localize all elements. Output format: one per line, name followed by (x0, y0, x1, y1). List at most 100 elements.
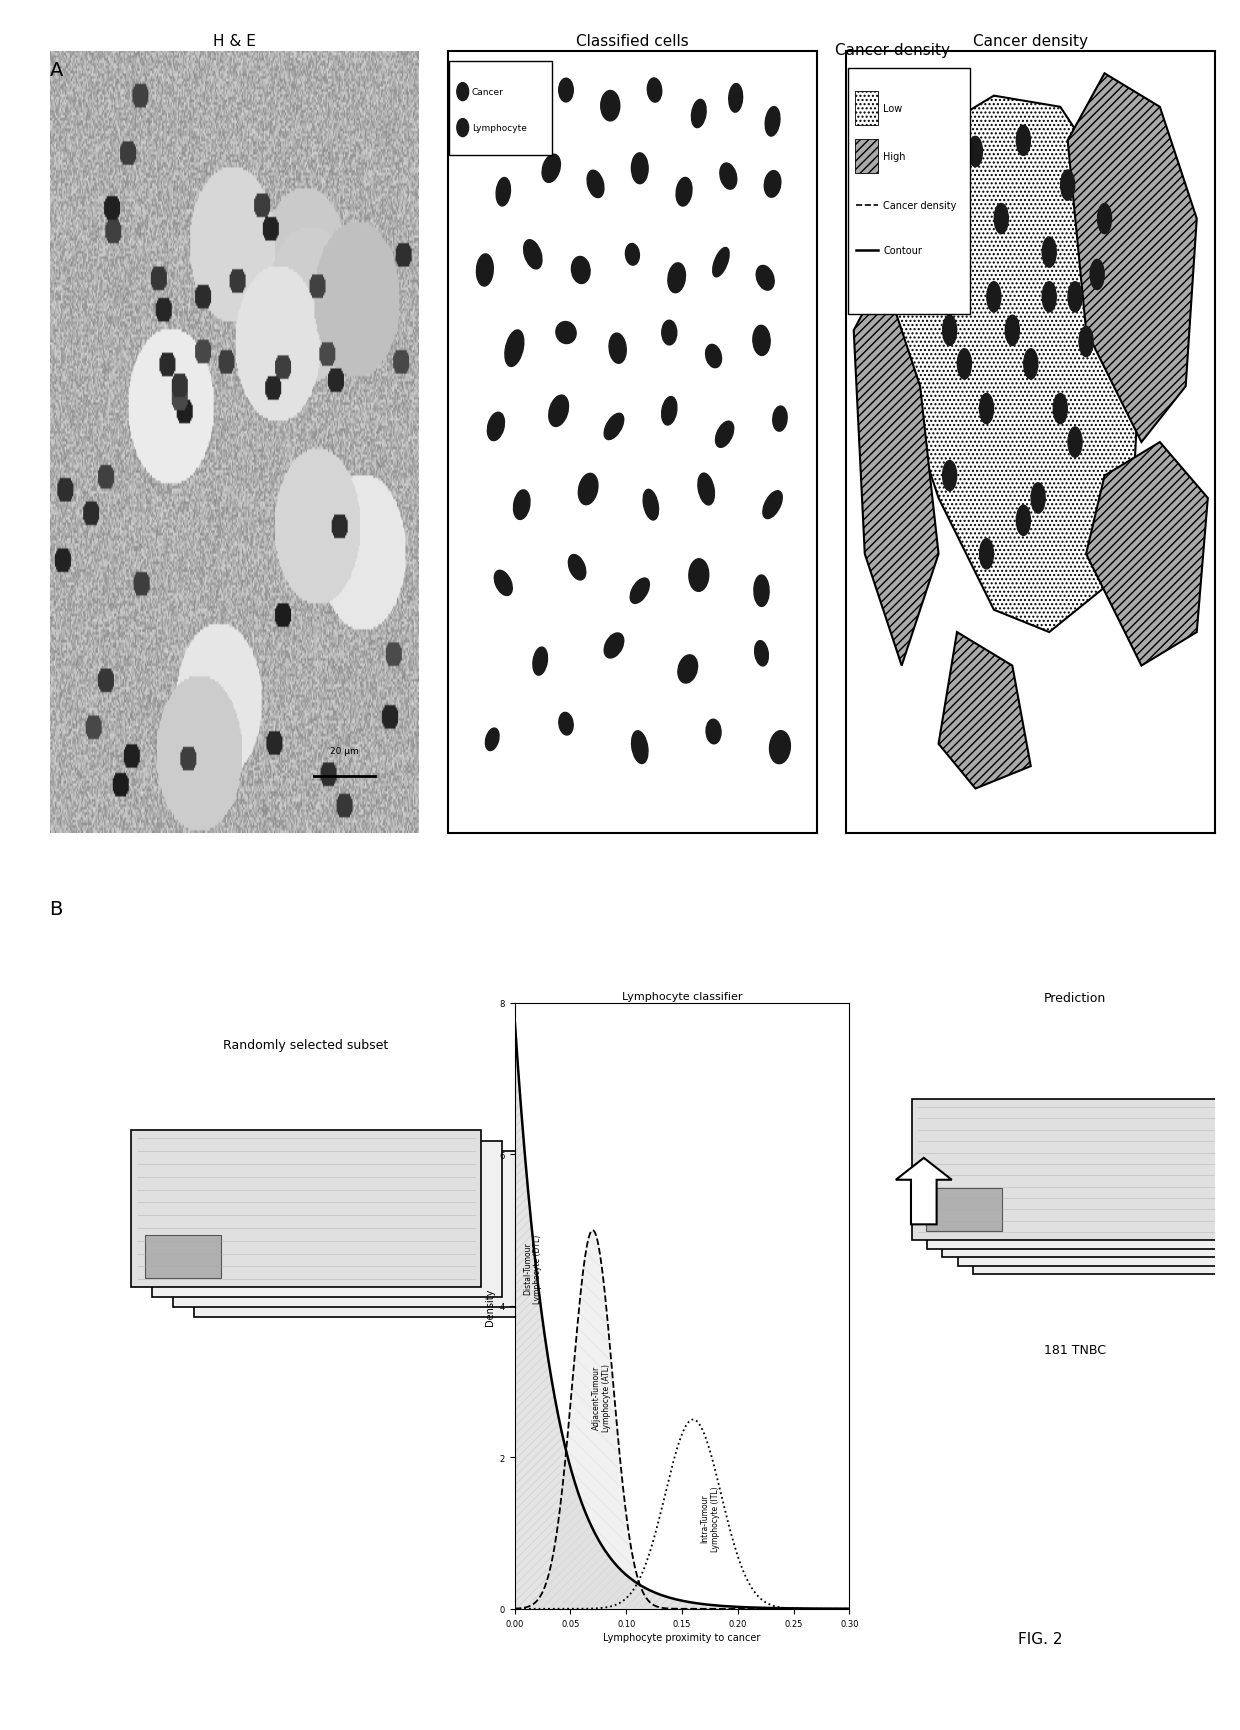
Ellipse shape (556, 322, 577, 344)
X-axis label: Lymphocyte proximity to cancer: Lymphocyte proximity to cancer (604, 1631, 760, 1642)
Title: Lymphocyte classifier: Lymphocyte classifier (621, 991, 743, 1002)
Ellipse shape (630, 580, 650, 604)
FancyBboxPatch shape (926, 1189, 1002, 1232)
Ellipse shape (968, 137, 982, 168)
Ellipse shape (456, 119, 469, 137)
Ellipse shape (698, 474, 714, 505)
Ellipse shape (559, 713, 573, 735)
Ellipse shape (706, 346, 722, 368)
Ellipse shape (600, 92, 620, 121)
FancyBboxPatch shape (449, 62, 552, 156)
FancyBboxPatch shape (848, 69, 970, 315)
FancyBboxPatch shape (195, 1161, 544, 1318)
Text: Distal-Tumour
Lymphocyte (DTL): Distal-Tumour Lymphocyte (DTL) (523, 1233, 542, 1303)
Ellipse shape (994, 204, 1008, 235)
Ellipse shape (511, 85, 532, 114)
Ellipse shape (770, 732, 790, 765)
Ellipse shape (980, 394, 993, 424)
Title: Classified cells: Classified cells (577, 35, 688, 50)
Ellipse shape (1097, 204, 1111, 235)
Text: FIG. 2: FIG. 2 (1018, 1631, 1063, 1647)
Ellipse shape (1068, 282, 1083, 313)
Ellipse shape (950, 237, 963, 268)
Ellipse shape (668, 263, 686, 294)
Text: High: High (883, 152, 905, 163)
Ellipse shape (1042, 237, 1056, 268)
Text: Lymphocyte: Lymphocyte (472, 125, 527, 133)
Ellipse shape (754, 576, 769, 607)
Text: Randomly selected subset: Randomly selected subset (223, 1038, 388, 1052)
Ellipse shape (764, 171, 781, 199)
Ellipse shape (1024, 349, 1038, 379)
Text: Contour: Contour (883, 246, 923, 256)
Text: B: B (50, 900, 63, 919)
Ellipse shape (533, 647, 548, 676)
Ellipse shape (706, 720, 720, 744)
Ellipse shape (496, 178, 511, 208)
Ellipse shape (692, 100, 706, 128)
Text: Cancer density: Cancer density (883, 201, 956, 211)
Ellipse shape (484, 99, 501, 130)
Ellipse shape (765, 107, 780, 137)
Ellipse shape (676, 178, 692, 208)
FancyBboxPatch shape (913, 1100, 1239, 1240)
Ellipse shape (647, 80, 662, 104)
Ellipse shape (578, 474, 598, 505)
Ellipse shape (505, 330, 523, 367)
Ellipse shape (631, 732, 649, 765)
Ellipse shape (773, 407, 787, 432)
Polygon shape (1086, 443, 1208, 666)
Ellipse shape (549, 396, 568, 427)
Polygon shape (890, 97, 1142, 633)
Ellipse shape (1042, 282, 1056, 313)
Ellipse shape (1006, 317, 1019, 346)
Ellipse shape (625, 244, 640, 266)
Ellipse shape (644, 490, 658, 521)
Ellipse shape (487, 413, 505, 441)
Ellipse shape (1060, 171, 1075, 201)
Ellipse shape (1032, 484, 1045, 514)
Ellipse shape (523, 240, 542, 270)
FancyBboxPatch shape (928, 1109, 1240, 1249)
FancyBboxPatch shape (942, 1118, 1240, 1258)
Ellipse shape (1079, 327, 1094, 358)
Text: Low: Low (883, 104, 903, 114)
Ellipse shape (476, 254, 494, 287)
Ellipse shape (678, 656, 698, 683)
Ellipse shape (689, 559, 709, 592)
FancyBboxPatch shape (957, 1124, 1240, 1266)
Ellipse shape (568, 555, 585, 581)
Title: H & E: H & E (212, 35, 255, 50)
Ellipse shape (609, 334, 626, 363)
Text: Intra-Tumour
Lymphocyte (ITL): Intra-Tumour Lymphocyte (ITL) (701, 1486, 719, 1550)
Polygon shape (939, 633, 1030, 789)
Ellipse shape (542, 156, 560, 183)
Ellipse shape (587, 171, 604, 199)
Ellipse shape (495, 571, 512, 597)
Ellipse shape (713, 249, 729, 277)
Ellipse shape (715, 422, 734, 448)
FancyBboxPatch shape (174, 1150, 523, 1308)
FancyBboxPatch shape (856, 92, 878, 126)
FancyArrow shape (895, 1157, 952, 1225)
Ellipse shape (662, 322, 677, 346)
FancyBboxPatch shape (131, 1131, 481, 1287)
Ellipse shape (753, 327, 770, 356)
Ellipse shape (1017, 505, 1030, 536)
Ellipse shape (763, 491, 782, 519)
Ellipse shape (720, 164, 737, 190)
Ellipse shape (756, 266, 774, 291)
Ellipse shape (957, 349, 971, 379)
Ellipse shape (662, 398, 677, 426)
Ellipse shape (729, 85, 743, 112)
Text: Prediction: Prediction (1044, 991, 1106, 1005)
Ellipse shape (572, 258, 590, 284)
Ellipse shape (631, 154, 649, 185)
Text: A: A (50, 61, 63, 80)
Ellipse shape (920, 204, 935, 235)
FancyBboxPatch shape (145, 1235, 221, 1278)
Ellipse shape (1068, 427, 1083, 458)
Ellipse shape (559, 80, 573, 102)
Text: 181 TNBC: 181 TNBC (1044, 1342, 1106, 1356)
Ellipse shape (1053, 394, 1068, 424)
